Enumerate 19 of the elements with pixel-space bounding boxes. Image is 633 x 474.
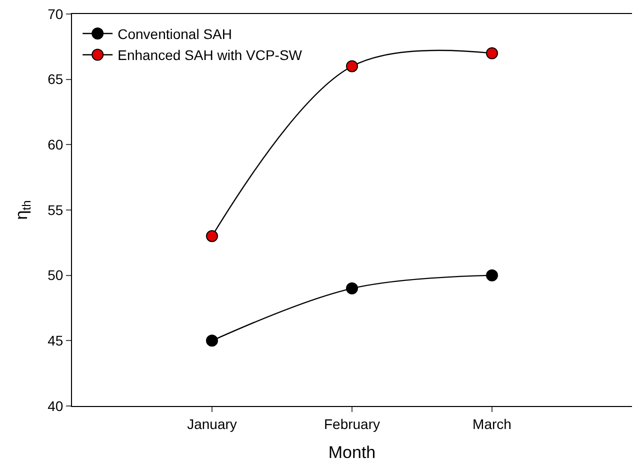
y-tick-label: 65 [48, 71, 64, 88]
y-tick-label: 50 [48, 267, 64, 284]
y-tick-label: 45 [48, 332, 64, 349]
y-tick-label: 60 [48, 136, 64, 153]
y-tick-label: 40 [48, 398, 64, 414]
point [486, 47, 498, 60]
point [346, 60, 358, 72]
legend-label: Conventional SAH [118, 26, 232, 42]
point [346, 282, 358, 294]
x-tick-label: February [324, 416, 380, 432]
point [206, 334, 218, 347]
y-tick-label: 70 [48, 6, 64, 22]
point [206, 230, 218, 242]
point [486, 269, 498, 282]
x-tick-label: January [187, 416, 237, 432]
x-tick-label: March [472, 416, 512, 432]
legend-label: Enhanced SAH with VCP-SW [118, 47, 303, 64]
y-tick-label: 55 [48, 202, 64, 218]
x-axis-title: Month [328, 443, 376, 462]
